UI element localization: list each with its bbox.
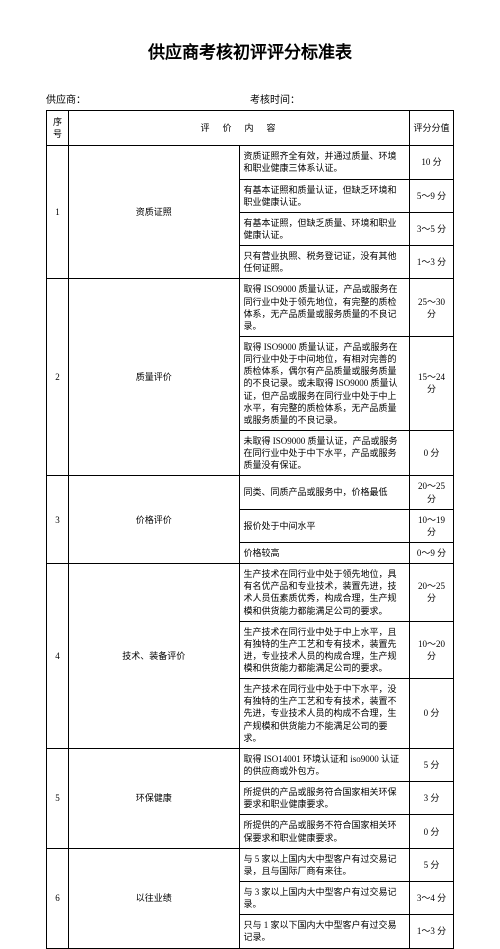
header-content: 评 价 内 容	[69, 111, 410, 146]
cell-score: 20～25 分	[410, 564, 454, 622]
table-header: 序号 评 价 内 容 评分分值	[47, 111, 454, 146]
table-row: 5环保健康取得 ISO14001 环境认证和 iso9000 认证的供应商或外包…	[47, 748, 454, 781]
table-row: 6以往业绩与 5 家以上国内大中型客户有过交易记录，且与国际厂商有来往。5 分	[47, 848, 454, 881]
cell-content: 所提供的产品或服务符合国家相关环保要求和职业健康要求。	[239, 782, 410, 815]
cell-content: 所提供的产品或服务不符合国家相关环保要求和职业健康要求。	[239, 815, 410, 848]
cell-content: 与 5 家以上国内大中型客户有过交易记录，且与国际厂商有来往。	[239, 848, 410, 881]
cell-no: 6	[47, 848, 69, 948]
cell-score: 3～5 分	[410, 212, 454, 245]
cell-category: 资质证照	[69, 146, 240, 279]
cell-content: 报价处于中间水平	[239, 509, 410, 542]
supplier-label: 供应商：	[46, 91, 250, 106]
cell-content: 只有营业执照、税务登记证，没有其他任何证照。	[239, 246, 410, 279]
cell-score: 10～19 分	[410, 509, 454, 542]
cell-content: 只与 1 家以下国内大中型客户有过交易记录。	[239, 915, 410, 948]
cell-score: 3 分	[410, 782, 454, 815]
cell-content: 取得 ISO9000 质量认证，产品或服务在同行业中处于领先地位，有完整的质检体…	[239, 279, 410, 337]
cell-content: 生产技术在同行业中处于中下水平，没有独特的生产工艺和专有技术，装置不先进，专业技…	[239, 679, 410, 749]
cell-no: 3	[47, 476, 69, 564]
cell-content: 资质证照齐全有效，并通过质量、环境和职业健康三体系认证。	[239, 146, 410, 179]
cell-score: 0 分	[410, 430, 454, 475]
cell-content: 未取得 ISO9000 质量认证，产品或服务在同行业中处于中下水平，产品或服务质…	[239, 430, 410, 475]
cell-category: 以往业绩	[69, 848, 240, 948]
header-score: 评分分值	[410, 111, 454, 146]
evaluation-table: 序号 评 价 内 容 评分分值 1资质证照资质证照齐全有效，并通过质量、环境和职…	[46, 110, 454, 949]
cell-category: 技术、装备评价	[69, 564, 240, 749]
cell-category: 质量评价	[69, 279, 240, 476]
cell-score: 0 分	[410, 679, 454, 749]
table-row: 2质量评价取得 ISO9000 质量认证，产品或服务在同行业中处于领先地位，有完…	[47, 279, 454, 337]
cell-score: 25～30 分	[410, 279, 454, 337]
cell-score: 1～3 分	[410, 246, 454, 279]
table-row: 3价格评价同类、同质产品或服务中，价格最低20～25 分	[47, 476, 454, 509]
cell-content: 同类、同质产品或服务中，价格最低	[239, 476, 410, 509]
cell-no: 5	[47, 748, 69, 848]
cell-score: 20～25 分	[410, 476, 454, 509]
cell-category: 价格评价	[69, 476, 240, 564]
cell-no: 4	[47, 564, 69, 749]
cell-content: 价格较高	[239, 542, 410, 563]
header-no: 序号	[47, 111, 69, 146]
cell-content: 与 3 家以上国内大中型客户有过交易记录。	[239, 882, 410, 915]
cell-score: 5～9 分	[410, 179, 454, 212]
cell-no: 1	[47, 146, 69, 279]
cell-score: 5 分	[410, 748, 454, 781]
cell-content: 取得 ISO14001 环境认证和 iso9000 认证的供应商或外包方。	[239, 748, 410, 781]
table-row: 1资质证照资质证照齐全有效，并通过质量、环境和职业健康三体系认证。10 分	[47, 146, 454, 179]
table-row: 4技术、装备评价生产技术在同行业中处于领先地位，具有名优产品和专业技术，装置先进…	[47, 564, 454, 622]
cell-category: 环保健康	[69, 748, 240, 848]
cell-score: 10～20 分	[410, 621, 454, 679]
cell-score: 0～9 分	[410, 542, 454, 563]
cell-score: 15～24 分	[410, 336, 454, 430]
cell-content: 取得 ISO9000 质量认证，产品或服务在同行业中处于中间地位，有相对完善的质…	[239, 336, 410, 430]
page-title: 供应商考核初评评分标准表	[46, 38, 454, 63]
cell-score: 1～3 分	[410, 915, 454, 948]
cell-score: 0 分	[410, 815, 454, 848]
cell-no: 2	[47, 279, 69, 476]
cell-content: 有基本证照和质量认证，但缺乏环境和职业健康认证。	[239, 179, 410, 212]
cell-content: 有基本证照，但缺乏质量、环境和职业健康认证。	[239, 212, 410, 245]
cell-score: 5 分	[410, 848, 454, 881]
cell-score: 3～4 分	[410, 882, 454, 915]
info-row: 供应商： 考核时间：	[46, 91, 454, 106]
cell-score: 10 分	[410, 146, 454, 179]
cell-content: 生产技术在同行业中处于中上水平，且有独特的生产工艺和专有技术，装置先进，专业技术…	[239, 621, 410, 679]
date-label: 考核时间：	[250, 91, 454, 106]
cell-content: 生产技术在同行业中处于领先地位，具有名优产品和专业技术，装置先进，技术人员伍素质…	[239, 564, 410, 622]
